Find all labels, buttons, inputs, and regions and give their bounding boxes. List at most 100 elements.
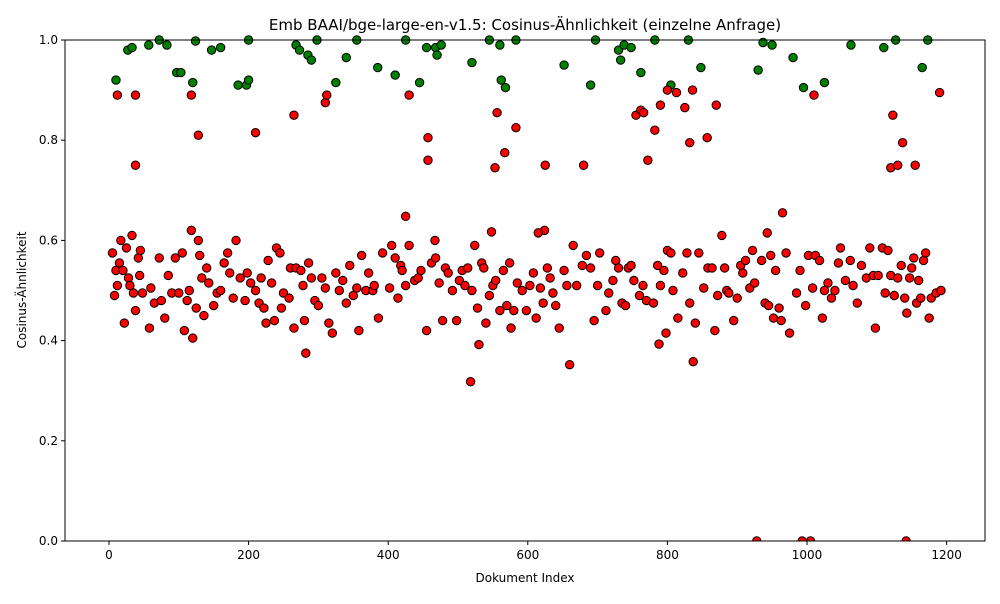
point: [206, 45, 217, 55]
point: [266, 278, 277, 288]
point: [495, 40, 505, 50]
point: [910, 160, 920, 170]
point: [823, 278, 833, 288]
point: [363, 268, 374, 278]
point: [373, 313, 384, 323]
point: [390, 70, 400, 80]
point: [585, 80, 596, 90]
point: [460, 280, 470, 291]
y-tick-label: 0.8: [39, 133, 58, 147]
point: [702, 132, 712, 143]
point: [629, 275, 639, 286]
point: [162, 40, 172, 50]
point: [594, 248, 605, 258]
point: [397, 265, 407, 276]
point: [193, 235, 204, 246]
point: [184, 285, 194, 296]
point: [893, 273, 903, 283]
point: [144, 40, 154, 50]
point: [174, 288, 184, 298]
point: [201, 263, 212, 273]
point: [421, 42, 432, 53]
point: [680, 102, 690, 113]
point: [298, 280, 308, 291]
point: [240, 295, 250, 306]
point: [904, 273, 915, 283]
y-axis-label: Cosinus-Ähnlichkeit: [14, 231, 29, 348]
point: [289, 323, 299, 333]
point: [724, 288, 734, 298]
point: [334, 285, 345, 296]
point: [324, 318, 334, 328]
point: [920, 248, 931, 258]
point: [128, 288, 139, 298]
point: [127, 230, 137, 241]
point: [137, 288, 148, 298]
point: [179, 325, 190, 336]
point: [506, 323, 516, 333]
point: [197, 273, 207, 283]
point: [883, 245, 893, 256]
point: [833, 258, 844, 268]
point: [306, 55, 317, 65]
point: [738, 268, 748, 278]
point: [423, 132, 433, 143]
point: [348, 290, 358, 301]
point: [638, 107, 649, 118]
point: [634, 290, 645, 301]
point: [817, 313, 828, 323]
x-tick-label: 0: [105, 548, 113, 562]
point: [112, 90, 123, 100]
point: [879, 42, 889, 53]
point: [533, 228, 543, 238]
point: [896, 260, 906, 271]
point: [666, 248, 676, 258]
point: [275, 248, 285, 258]
point: [592, 280, 603, 291]
point: [717, 230, 727, 241]
point: [400, 211, 411, 222]
point: [116, 235, 126, 246]
point: [819, 77, 830, 88]
point: [852, 298, 862, 308]
point: [352, 283, 362, 293]
point: [814, 255, 825, 266]
point: [490, 275, 501, 286]
point: [671, 87, 682, 98]
point: [840, 275, 851, 286]
point: [193, 130, 204, 140]
point: [259, 303, 269, 313]
point: [917, 62, 927, 73]
point: [888, 110, 898, 120]
point: [160, 313, 170, 323]
point: [687, 85, 698, 95]
point: [188, 333, 198, 343]
point: [320, 283, 331, 293]
point: [540, 160, 550, 170]
point: [250, 127, 261, 138]
point: [195, 250, 205, 261]
x-tick-label: 1200: [931, 548, 962, 562]
point: [934, 87, 945, 98]
point: [437, 315, 448, 326]
point: [809, 90, 819, 100]
point: [163, 270, 174, 281]
point: [571, 280, 582, 291]
point: [509, 305, 519, 316]
point: [135, 245, 146, 256]
point: [528, 268, 539, 278]
point: [907, 263, 917, 273]
point: [430, 253, 441, 263]
point: [626, 260, 636, 271]
point: [517, 285, 527, 296]
point: [134, 270, 145, 281]
point: [317, 273, 327, 283]
point: [215, 42, 226, 53]
point: [654, 339, 664, 349]
point: [511, 122, 521, 133]
point: [601, 305, 611, 316]
point: [685, 298, 695, 308]
point: [856, 260, 867, 271]
point: [146, 283, 156, 293]
